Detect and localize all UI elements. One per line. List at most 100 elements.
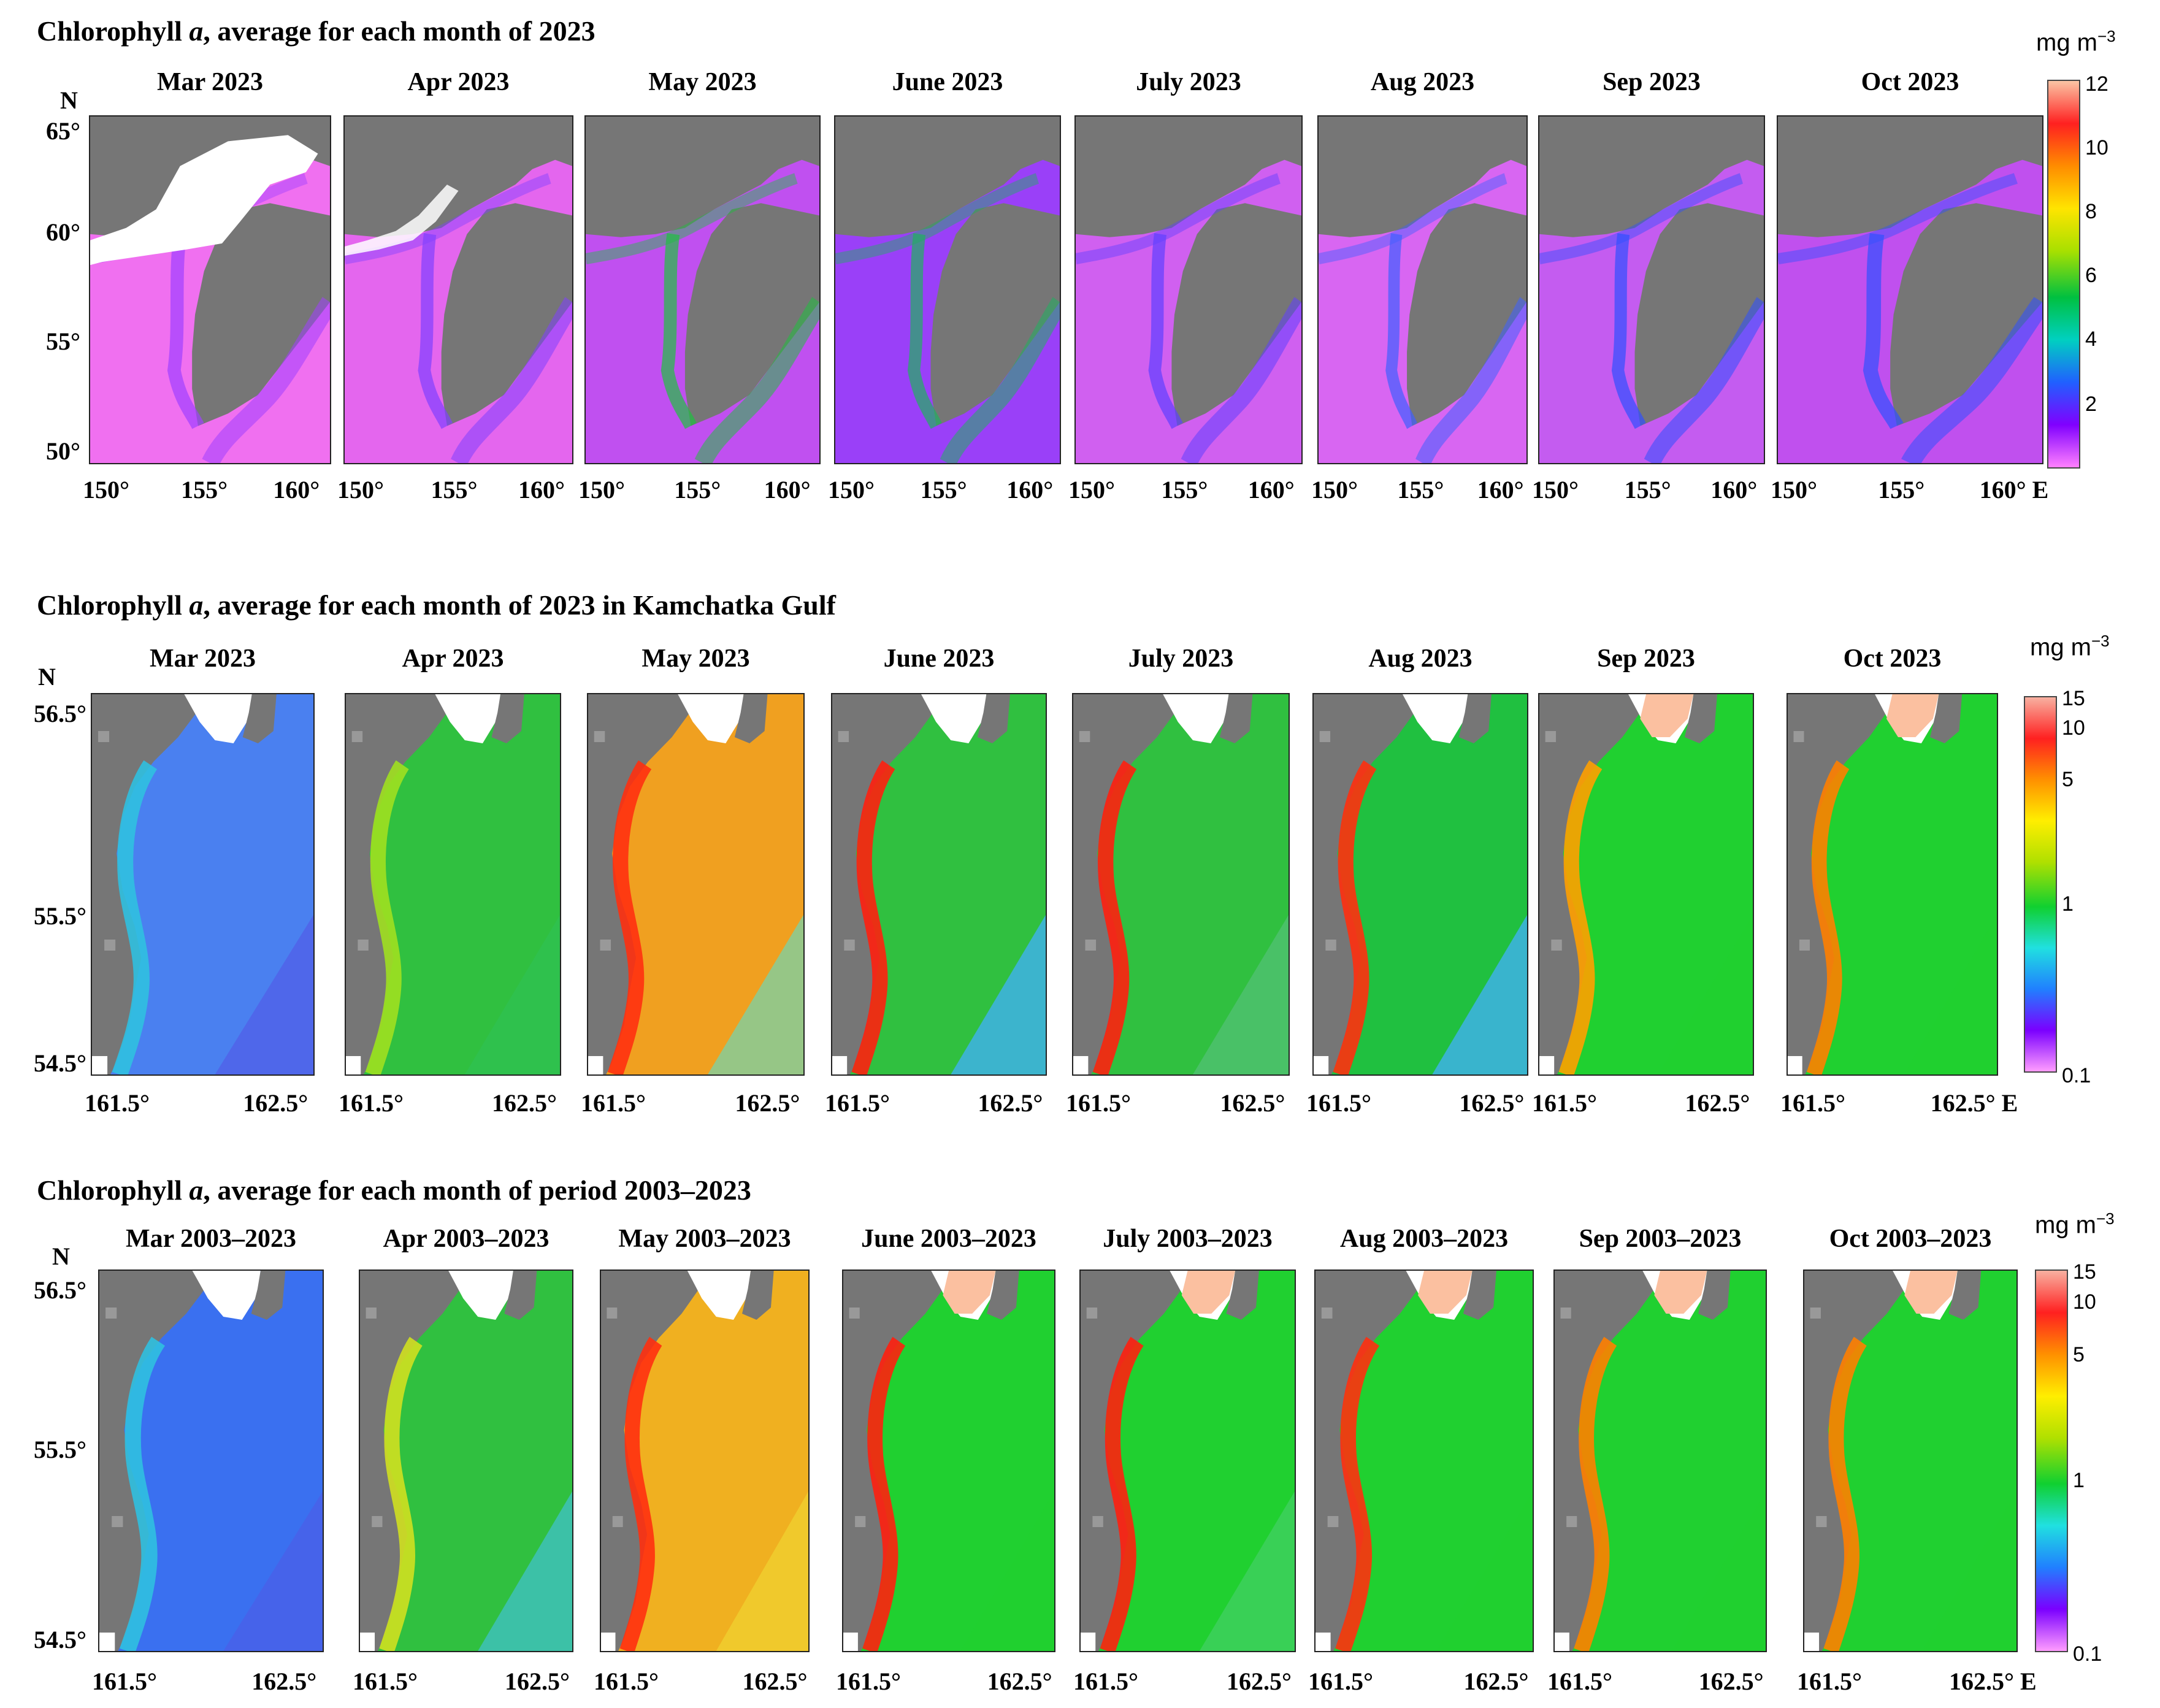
kamchatka-gulf-map (1314, 694, 1527, 1074)
row2-cbar-tick: 0.1 (2062, 1064, 2091, 1087)
x-tick-label: 161.5° (581, 1089, 646, 1117)
panel-title: Oct 2003–2023 (1829, 1225, 1992, 1253)
row1-n-label: N (60, 86, 78, 114)
bay-mask (1406, 1271, 1473, 1320)
coastal-bloom-band (1092, 760, 1137, 1074)
x-tick-label: 150° (83, 476, 129, 504)
okhotsk-map (1076, 117, 1301, 463)
mainland-coast (835, 117, 1060, 237)
panel-title: Mar 2003–2023 (125, 1225, 297, 1253)
map-panel: Apr 2003–2023 161.5° 162.5° (353, 0, 573, 1708)
bloom-patch (943, 1271, 996, 1314)
offshore-water (951, 915, 1046, 1074)
map-panel: Oct 2023 150° 155° 160° E (1771, 0, 2048, 1708)
row1-cbar-tick: 2 (2085, 393, 2097, 416)
sea-background (835, 117, 1060, 463)
mainland-coast (90, 117, 330, 237)
x-tick-label: 162.5° (251, 1668, 317, 1695)
row2-colorbar (2024, 696, 2057, 1073)
kamchatka-peninsula (930, 203, 1060, 426)
sea-background (1555, 1271, 1766, 1651)
west-coast-land (1314, 694, 1420, 1074)
cape-land (251, 1271, 286, 1320)
x-tick-label: 161.5° (825, 1089, 890, 1117)
bay-mask (184, 694, 252, 743)
x-tick-label: 150° (1068, 476, 1115, 504)
row1-ytick: 55° (46, 327, 80, 355)
offshore-water (1432, 915, 1527, 1074)
bay-mask (1316, 1633, 1331, 1651)
coastal-bloom-band (607, 760, 652, 1074)
row2-cbar-tick: 15 (2062, 687, 2085, 710)
map-image (600, 1270, 810, 1652)
shelf-chlorophyll-band (90, 173, 308, 265)
bloom-patch (1654, 1271, 1707, 1314)
bay-mask (1804, 1633, 1820, 1651)
x-tick-label: 161.5° (1073, 1668, 1138, 1695)
sea-background (360, 1271, 572, 1651)
bay-mask (92, 1056, 108, 1074)
sea-background (588, 694, 803, 1074)
row2-cbar-tick: 5 (2062, 768, 2074, 791)
x-tick-label: 162.5° (243, 1089, 308, 1117)
west-coast-land (1073, 694, 1181, 1074)
sea-background (90, 117, 330, 463)
cape-land (742, 1271, 774, 1320)
grid-cell (1092, 1516, 1103, 1527)
row1-unit-text: mg m (2036, 29, 2097, 56)
x-tick-label: 150° (578, 476, 625, 504)
x-tick-label: 160° (1710, 476, 1758, 504)
x-tick-label: 150° (1311, 476, 1358, 504)
bay-mask (1081, 1633, 1096, 1651)
sea-background (586, 117, 819, 463)
bay-mask (832, 1056, 848, 1074)
bay-mask (346, 1056, 361, 1074)
x-tick-label: 162.5° (1459, 1089, 1525, 1117)
row3-cbar-tick: 5 (2073, 1343, 2085, 1366)
panel-title: Sep 2023 (1603, 68, 1701, 96)
row2-title: Chlorophyll a, average for each month of… (37, 589, 836, 621)
grid-cell (366, 1308, 377, 1319)
coastal-bloom-band (1335, 1336, 1380, 1651)
map-panel: Aug 2003–2023 161.5° 162.5° (1308, 0, 1534, 1708)
cape-land (734, 694, 768, 743)
row3-title-post: , average for each month of period 2003–… (203, 1174, 751, 1206)
coastal-bloom-band (1100, 1336, 1144, 1651)
panel-title: Oct 2023 (1861, 68, 1959, 96)
cape-land (987, 1271, 1019, 1320)
map-panel: July 2023 150° 155° 160° (1068, 0, 1303, 1708)
row1-unit-sup: −3 (2097, 27, 2116, 45)
panel-title: June 2023 (883, 645, 995, 673)
west-coast-land (601, 1271, 705, 1651)
east-coast-chlorophyll-band (451, 297, 572, 463)
grid-cell (838, 731, 849, 742)
map-image (89, 115, 331, 464)
kamchatka-gulf-map (360, 1271, 572, 1651)
bay-mask (435, 694, 501, 743)
map-image (1317, 115, 1528, 464)
west-coast-land (360, 1271, 466, 1651)
panel-title: May 2003–2023 (618, 1225, 791, 1253)
offshore-water (464, 915, 560, 1074)
kamchatka-peninsula (1171, 203, 1301, 426)
map-panel: Aug 2023 161.5° 162.5° (1306, 0, 1528, 1708)
x-tick-label: 160° (518, 476, 565, 504)
x-tick-label: 161.5° (85, 1089, 150, 1117)
mainland-coast (345, 117, 572, 237)
x-tick-label: 150° (337, 476, 384, 504)
grid-cell (855, 1516, 866, 1527)
bay-mask (1403, 694, 1468, 743)
kamchatka-gulf-map (588, 694, 803, 1074)
bay-mask (921, 694, 987, 743)
row3-unit-sup: −3 (2096, 1209, 2115, 1228)
shelf-chlorophyll-band (835, 173, 1040, 265)
grid-cell (372, 1516, 383, 1527)
grid-cell (1086, 1308, 1098, 1319)
kamchatka-peninsula (441, 203, 572, 426)
grid-cell (849, 1308, 860, 1319)
x-tick-label: 162.5° (1227, 1668, 1292, 1695)
grid-cell (1560, 1308, 1571, 1319)
west-coast-land (346, 694, 453, 1074)
kamchatka-peninsula (684, 203, 819, 426)
coastal-chlorophyll-band (1385, 233, 1417, 429)
